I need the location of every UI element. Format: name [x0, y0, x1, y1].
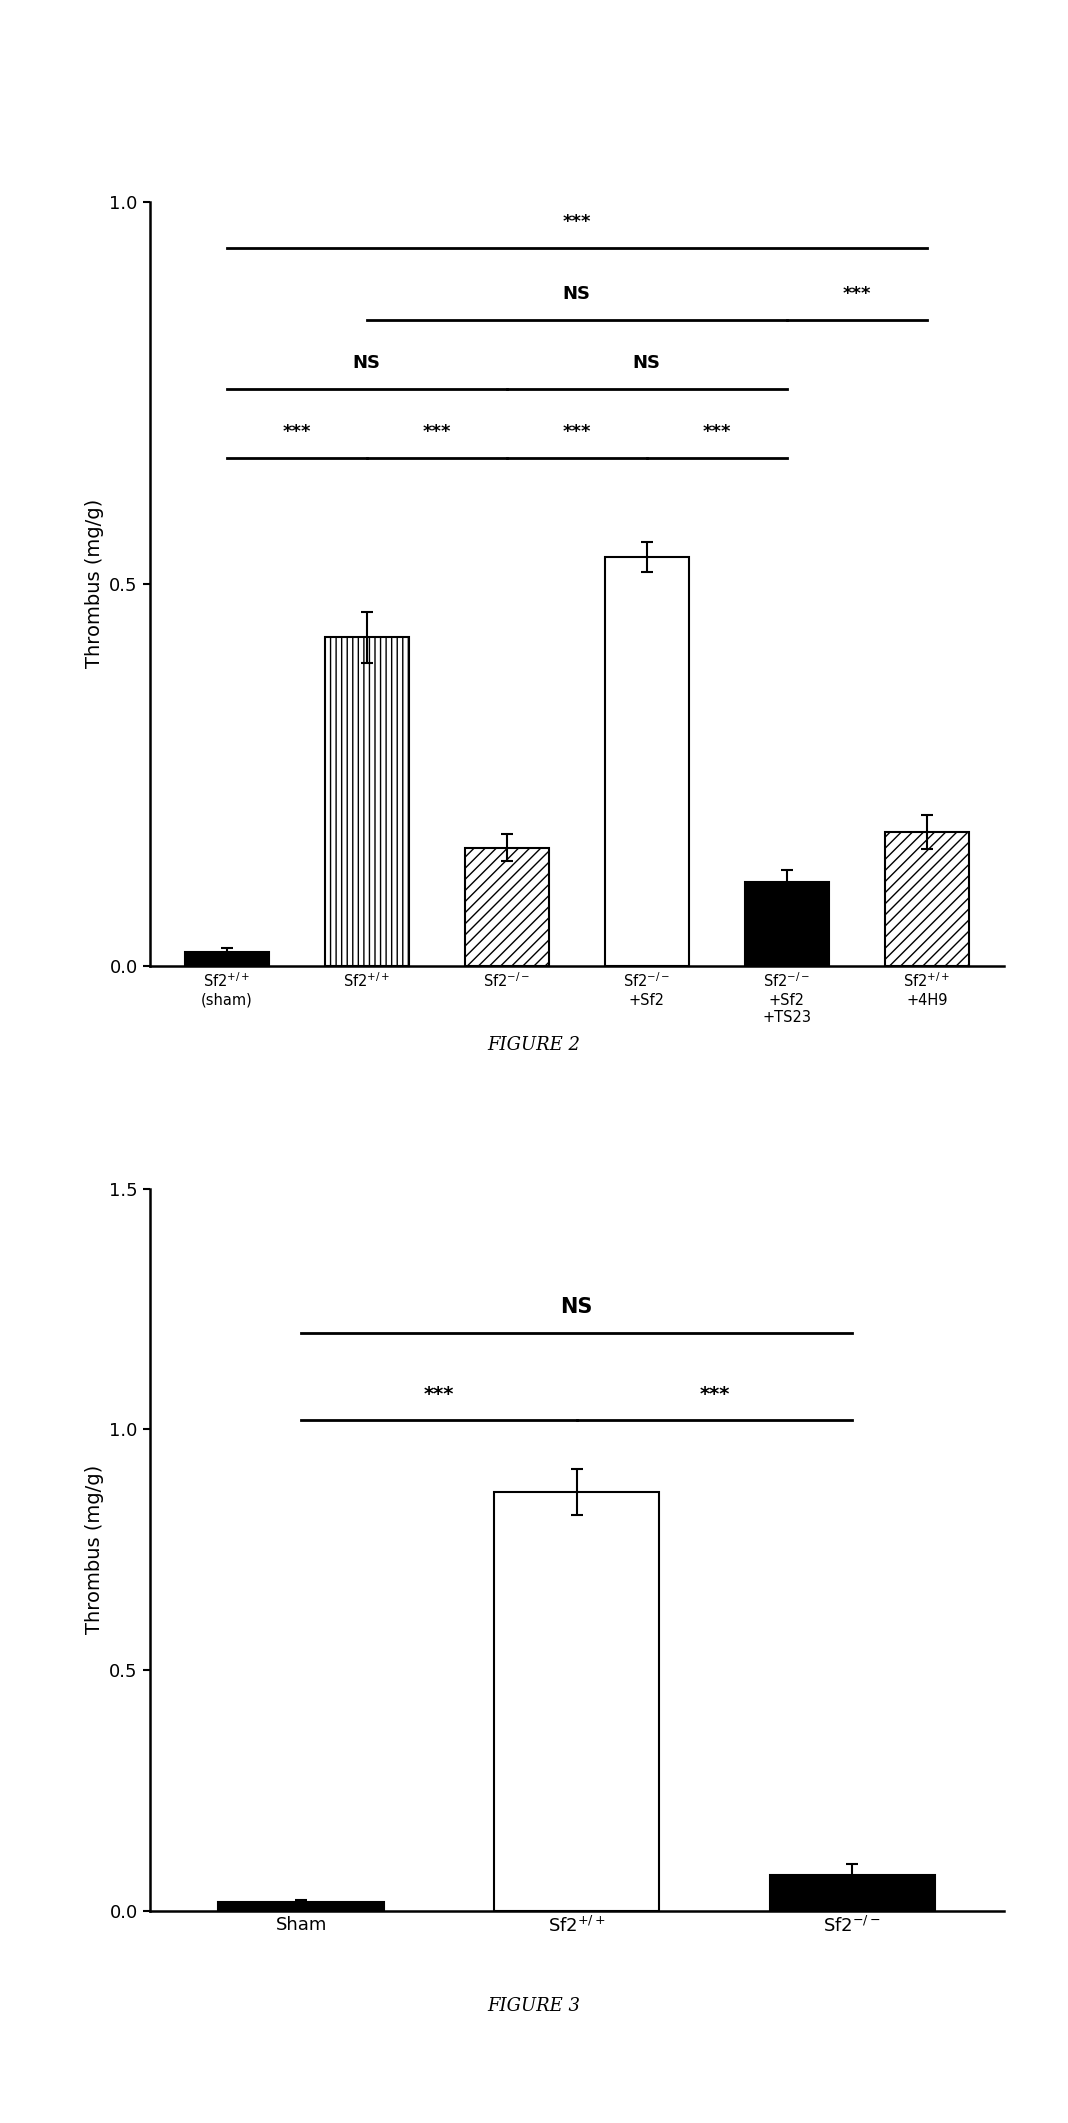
- Text: FIGURE 3: FIGURE 3: [487, 1998, 581, 2015]
- Text: ***: ***: [563, 422, 591, 442]
- Text: ***: ***: [424, 1384, 454, 1403]
- Bar: [465, 847, 549, 966]
- Text: NS: NS: [352, 355, 380, 372]
- Text: NS: NS: [563, 284, 591, 304]
- Text: FIGURE 2: FIGURE 2: [487, 1036, 581, 1053]
- Text: ***: ***: [563, 212, 591, 231]
- Bar: [494, 1492, 659, 1911]
- Bar: [185, 953, 268, 966]
- Bar: [770, 1875, 934, 1911]
- Text: ***: ***: [282, 422, 311, 442]
- Bar: [325, 637, 409, 966]
- Text: ***: ***: [703, 422, 731, 442]
- Bar: [219, 1902, 383, 1911]
- Text: NS: NS: [632, 355, 661, 372]
- Text: ***: ***: [700, 1384, 729, 1403]
- Bar: [744, 881, 829, 966]
- Bar: [604, 556, 689, 966]
- Text: ***: ***: [843, 284, 871, 304]
- Y-axis label: Thrombus (mg/g): Thrombus (mg/g): [84, 1465, 104, 1635]
- Y-axis label: Thrombus (mg/g): Thrombus (mg/g): [84, 499, 104, 669]
- Text: ***: ***: [423, 422, 451, 442]
- Text: NS: NS: [561, 1297, 593, 1318]
- Bar: [885, 832, 969, 966]
